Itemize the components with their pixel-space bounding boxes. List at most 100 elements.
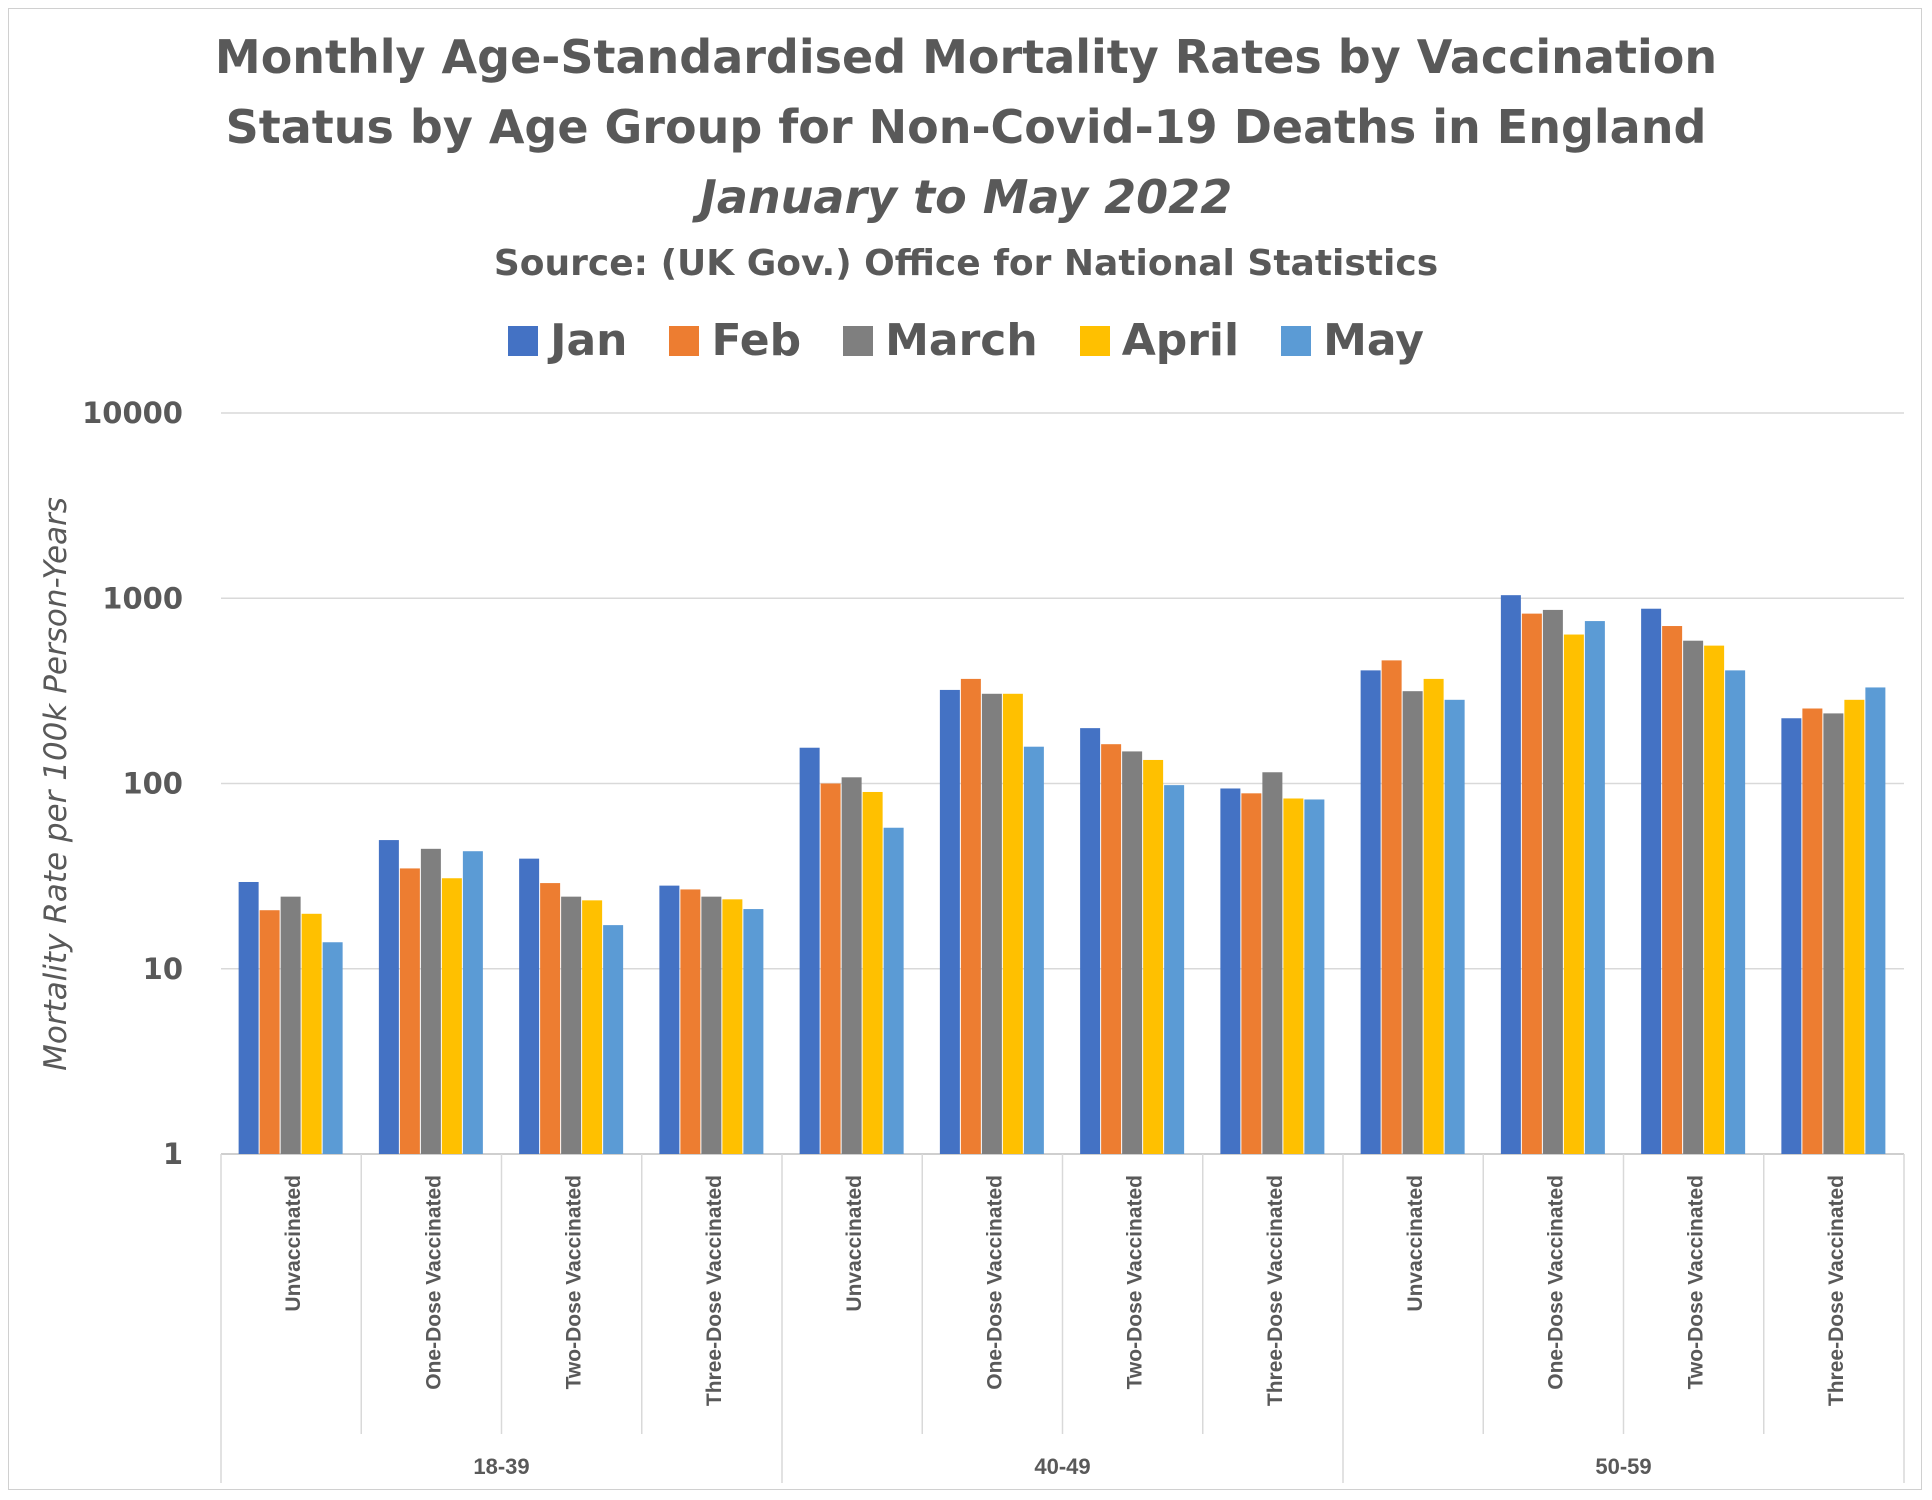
legend-item-jan: Jan — [508, 315, 627, 366]
bar-april: 134 — [1143, 759, 1164, 1154]
bar-april: 83 — [1283, 798, 1304, 1154]
x-category-label: One-Dose Vaccinated — [1544, 1175, 1567, 1390]
chart-subtitle: January to May 2022 — [699, 170, 1233, 224]
x-category-label: Two-Dose Vaccinated — [1124, 1175, 1147, 1389]
x-category-label: Unvaccinated — [843, 1175, 866, 1312]
legend-item-april: April — [1079, 315, 1240, 366]
bar-april: 305 — [1002, 693, 1023, 1154]
bar-march: 149 — [1122, 751, 1143, 1154]
x-category-label: Two-Dose Vaccinated — [563, 1175, 586, 1389]
legend-label: May — [1323, 315, 1424, 366]
x-category-label: Three-Dose Vaccinated — [1825, 1175, 1848, 1406]
bar-jan: 320 — [939, 689, 960, 1154]
y-tick-label: 1000 — [102, 581, 183, 615]
bar-march: 115 — [1262, 772, 1283, 1154]
bar-feb: 20.7 — [259, 910, 280, 1154]
bar-may: 21 — [743, 909, 764, 1154]
legend-swatch — [1281, 325, 1312, 356]
legend-item-feb: Feb — [669, 315, 801, 366]
bar-april: 555 — [1704, 645, 1725, 1154]
bar-march: 24.5 — [280, 896, 301, 1154]
legend: Jan Feb March April May — [0, 315, 1932, 366]
bar-april: 30.8 — [441, 878, 462, 1154]
bar-may: 98 — [1164, 785, 1185, 1154]
legend-swatch — [1079, 325, 1110, 356]
legend-swatch — [508, 325, 539, 356]
chart-frame — [8, 8, 1922, 1490]
bar-april: 23.4 — [582, 900, 603, 1154]
bar-jan: 39.3 — [519, 858, 540, 1154]
bar-may: 408 — [1725, 670, 1746, 1154]
bar-march: 108 — [841, 777, 862, 1154]
bar-march: 24.5 — [701, 896, 722, 1154]
bar-march: 44.4 — [420, 848, 441, 1154]
bar-may: 17.2 — [603, 925, 624, 1154]
bar-april: 283 — [1844, 699, 1865, 1154]
bar-jan: 408 — [1360, 670, 1381, 1154]
bar-jan: 199 — [1080, 728, 1101, 1154]
y-tick-label: 10 — [143, 952, 183, 986]
legend-label: April — [1121, 315, 1240, 366]
bar-may: 283 — [1444, 699, 1465, 1154]
bar-jan: 94 — [1220, 788, 1241, 1154]
bar-march: 305 — [981, 693, 1002, 1154]
y-tick-label: 1 — [163, 1137, 183, 1171]
x-category-label: Three-Dose Vaccinated — [1264, 1175, 1287, 1406]
bar-march: 865 — [1542, 609, 1563, 1154]
bar-march: 315 — [1402, 691, 1423, 1154]
bar-jan: 878 — [1641, 608, 1662, 1154]
y-axis-label: Mortality Rate per 100k Person-Years — [38, 497, 74, 1071]
x-category-label: One-Dose Vaccinated — [422, 1175, 445, 1390]
x-category-label: Unvaccinated — [1404, 1175, 1427, 1312]
bar-may: 753 — [1584, 621, 1605, 1154]
bar-feb: 708 — [1662, 626, 1683, 1154]
bar-april: 367 — [1423, 678, 1444, 1154]
chart-title-line2: Status by Age Group for Non-Covid-19 Dea… — [225, 100, 1707, 154]
legend-swatch — [669, 325, 700, 356]
bar-feb: 26.8 — [680, 889, 701, 1154]
bar-feb: 462 — [1381, 660, 1402, 1154]
y-tick-label: 10000 — [82, 396, 183, 430]
bar-feb: 254 — [1802, 708, 1823, 1154]
x-category-label: Three-Dose Vaccinated — [703, 1175, 726, 1406]
legend-label: March — [885, 315, 1038, 366]
bar-march: 590 — [1683, 640, 1704, 1154]
bar-april: 90 — [862, 791, 883, 1154]
bar-feb: 88.5 — [1241, 793, 1262, 1154]
bar-feb: 367 — [960, 678, 981, 1154]
x-group-label: 40-49 — [1034, 1454, 1090, 1479]
chart-title-line1: Monthly Age-Standardised Mortality Rates… — [214, 30, 1718, 84]
chart-source: Source: (UK Gov.) Office for National St… — [493, 243, 1439, 284]
bar-march: 24.5 — [561, 896, 582, 1154]
bar-jan: 49.5 — [378, 840, 399, 1154]
bar-feb: 100 — [820, 783, 841, 1154]
bar-march: 239 — [1823, 713, 1844, 1154]
legend-item-may: May — [1281, 315, 1424, 366]
bar-jan: 225 — [1781, 718, 1802, 1154]
bar-jan: 1039 — [1500, 595, 1521, 1154]
legend-label: Jan — [550, 315, 628, 366]
bar-april: 23.7 — [722, 899, 743, 1154]
y-tick-label: 100 — [122, 767, 183, 801]
legend-swatch — [843, 325, 874, 356]
bar-jan: 28.1 — [659, 885, 680, 1154]
bar-jan: 29.4 — [238, 881, 259, 1154]
bar-may: 13.9 — [322, 942, 343, 1154]
bar-may: 82 — [1304, 799, 1325, 1154]
x-category-label: Two-Dose Vaccinated — [1685, 1175, 1708, 1389]
bar-may: 43.1 — [462, 851, 483, 1154]
bar-feb: 34.8 — [399, 868, 420, 1154]
x-category-label: Unvaccinated — [282, 1175, 305, 1312]
bar-may: 158 — [1023, 746, 1044, 1154]
legend-item-march: March — [843, 315, 1038, 366]
bar-may: 57.7 — [883, 827, 904, 1154]
bar-jan: 156 — [799, 747, 820, 1154]
bar-april: 19.8 — [301, 913, 322, 1154]
x-group-label: 50-59 — [1595, 1454, 1651, 1479]
bar-feb: 29 — [540, 883, 561, 1154]
bar-feb: 826 — [1521, 613, 1542, 1154]
legend-label: Feb — [711, 315, 802, 366]
bar-feb: 163 — [1101, 744, 1122, 1154]
x-group-label: 18-39 — [473, 1454, 529, 1479]
